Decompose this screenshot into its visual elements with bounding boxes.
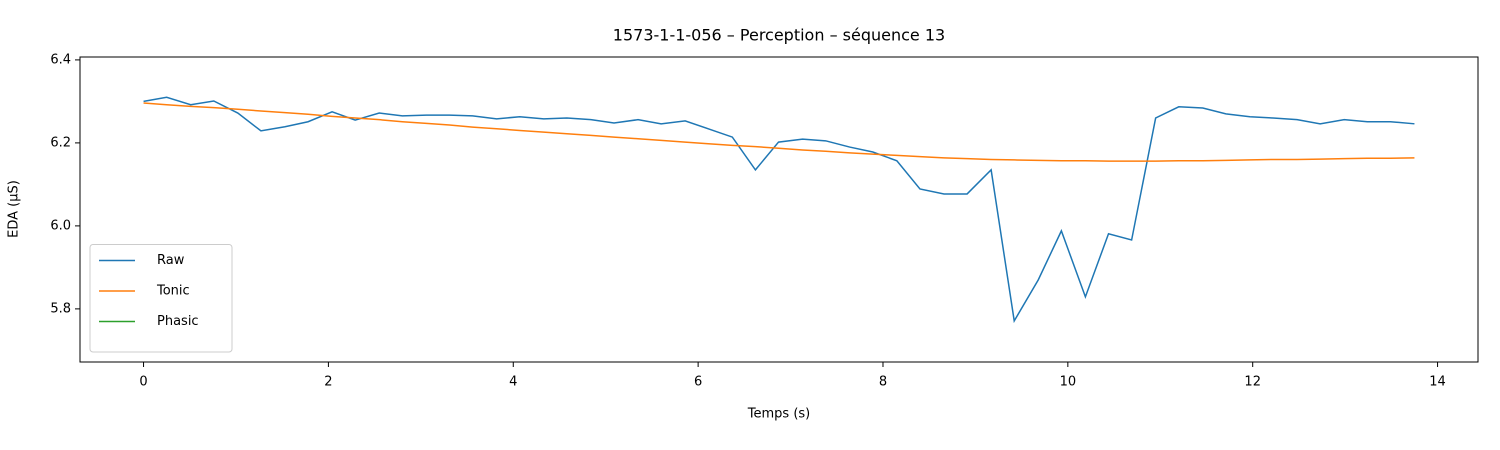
x-tick-label: 10 — [1060, 375, 1077, 390]
y-tick-label: 5.8 — [50, 301, 71, 316]
x-axis-label: Temps (s) — [747, 407, 810, 422]
legend-label: Raw — [157, 253, 185, 268]
x-tick-label: 4 — [509, 375, 517, 390]
y-axis-label: EDA (µS) — [7, 180, 22, 238]
x-tick-label: 8 — [879, 375, 887, 390]
x-tick-label: 12 — [1244, 375, 1261, 390]
legend-label: Phasic — [157, 314, 199, 329]
series-line — [143, 96, 1415, 324]
legend-box — [89, 244, 233, 353]
x-tick-label: 0 — [139, 375, 147, 390]
plot-frame — [79, 56, 1479, 363]
chart-title: 1573-1-1-056 – Perception – séquence 13 — [613, 26, 945, 45]
x-tick-label: 14 — [1429, 375, 1446, 390]
legend-label: Tonic — [156, 284, 190, 299]
y-tick-label: 6.2 — [50, 135, 71, 150]
x-tick-label: 2 — [324, 375, 332, 390]
x-tick-label: 6 — [694, 375, 702, 390]
y-tick-label: 6.0 — [50, 218, 71, 233]
y-tick-label: 6.4 — [50, 52, 71, 67]
series-line — [143, 102, 1415, 162]
